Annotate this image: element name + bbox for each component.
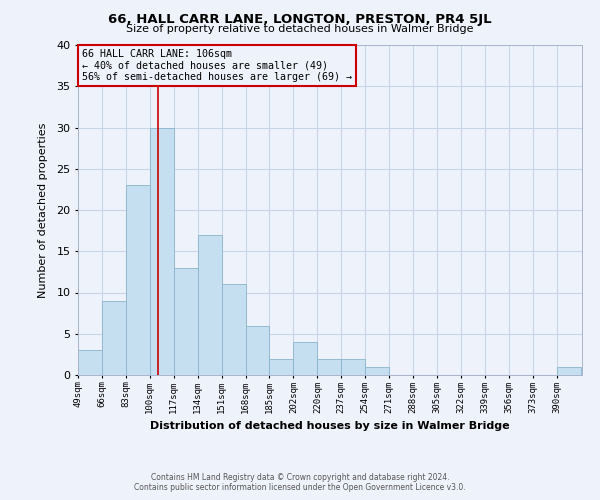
Text: 66, HALL CARR LANE, LONGTON, PRESTON, PR4 5JL: 66, HALL CARR LANE, LONGTON, PRESTON, PR… xyxy=(108,12,492,26)
Bar xyxy=(221,284,245,375)
Bar xyxy=(341,358,365,375)
Bar xyxy=(317,358,341,375)
Y-axis label: Number of detached properties: Number of detached properties xyxy=(38,122,48,298)
Bar xyxy=(293,342,317,375)
Bar xyxy=(269,358,293,375)
Bar xyxy=(365,367,389,375)
Bar xyxy=(150,128,174,375)
Bar xyxy=(78,350,102,375)
Bar xyxy=(126,185,150,375)
Bar xyxy=(557,367,581,375)
Text: 66 HALL CARR LANE: 106sqm
← 40% of detached houses are smaller (49)
56% of semi-: 66 HALL CARR LANE: 106sqm ← 40% of detac… xyxy=(82,49,352,82)
Text: Contains HM Land Registry data © Crown copyright and database right 2024.
Contai: Contains HM Land Registry data © Crown c… xyxy=(134,473,466,492)
Bar xyxy=(102,300,126,375)
Bar xyxy=(245,326,269,375)
Bar xyxy=(197,235,221,375)
X-axis label: Distribution of detached houses by size in Walmer Bridge: Distribution of detached houses by size … xyxy=(150,421,510,431)
Text: Size of property relative to detached houses in Walmer Bridge: Size of property relative to detached ho… xyxy=(126,24,474,34)
Bar xyxy=(174,268,197,375)
